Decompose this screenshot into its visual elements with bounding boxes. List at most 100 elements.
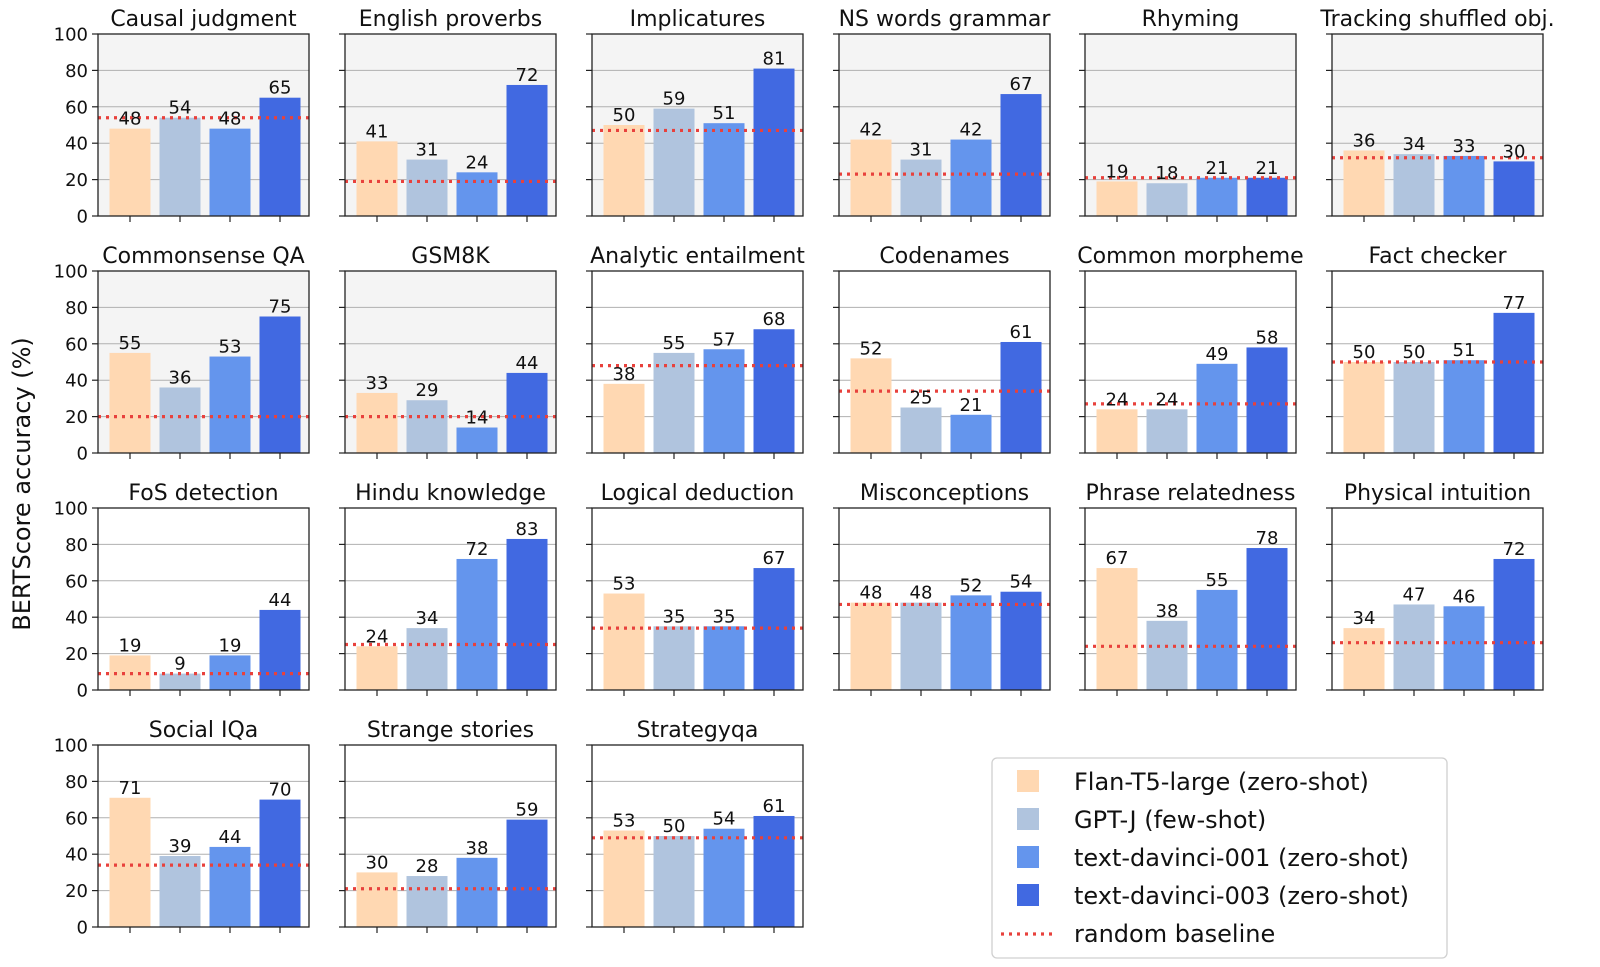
bar-value-label: 77 bbox=[1503, 293, 1526, 314]
panel: 67 38 55 78 Phrase relatedness bbox=[1079, 481, 1297, 696]
bar bbox=[159, 117, 201, 216]
y-tick-label: 60 bbox=[65, 808, 88, 829]
bar bbox=[406, 628, 448, 690]
legend-swatch bbox=[1017, 884, 1039, 906]
bar bbox=[506, 84, 548, 217]
panel: 50 59 51 81 Implicatures bbox=[586, 7, 804, 222]
panel-title: Analytic entailment bbox=[590, 244, 805, 269]
bar-value-label: 57 bbox=[713, 329, 736, 350]
bar-value-label: 75 bbox=[269, 297, 292, 318]
bar bbox=[109, 797, 151, 927]
bar-value-label: 55 bbox=[1206, 570, 1229, 591]
bar bbox=[406, 876, 448, 927]
panel-title: Tracking shuffled obj. bbox=[1319, 7, 1554, 32]
bar bbox=[506, 819, 548, 927]
legend-label: text-davinci-001 (zero-shot) bbox=[1074, 844, 1409, 872]
y-tick-label: 100 bbox=[54, 736, 88, 757]
bar bbox=[753, 68, 795, 216]
panel-frame bbox=[344, 507, 557, 691]
bar-value-label: 19 bbox=[219, 635, 242, 656]
bar-value-label: 38 bbox=[466, 838, 489, 859]
panel-title: Misconceptions bbox=[860, 481, 1029, 506]
panel-title: Causal judgment bbox=[110, 7, 297, 32]
bar bbox=[456, 172, 498, 216]
bar-value-label: 65 bbox=[269, 78, 292, 99]
bar bbox=[1246, 347, 1288, 453]
panel-grid: 48 54 48 65 0 20 40 60 80 100 Causal judgment 41 31 2… bbox=[54, 7, 1555, 939]
y-tick-label: 100 bbox=[54, 499, 88, 520]
panel: 55 36 53 75 0 20 40 60 80 100 Commonsense QA bbox=[54, 244, 310, 465]
legend-box bbox=[991, 757, 1448, 959]
panel-title: Phrase relatedness bbox=[1086, 481, 1296, 506]
legend-swatch bbox=[1017, 808, 1039, 830]
panel: 53 35 35 67 Logical deduction bbox=[586, 481, 804, 696]
bar bbox=[159, 387, 201, 453]
bar-value-label: 83 bbox=[516, 519, 539, 540]
bar bbox=[703, 123, 745, 216]
bar-value-label: 30 bbox=[366, 852, 389, 873]
panel-frame bbox=[1084, 507, 1297, 691]
bar-value-label: 51 bbox=[1453, 340, 1476, 361]
panel: 24 24 49 58 Common morpheme bbox=[1077, 244, 1304, 459]
panel-title: Fact checker bbox=[1368, 244, 1507, 269]
bar bbox=[356, 392, 398, 453]
bar-value-label: 21 bbox=[960, 395, 983, 416]
bar bbox=[603, 593, 645, 690]
bar-value-label: 19 bbox=[1106, 161, 1129, 182]
panel: 34 47 46 72 Physical intuition bbox=[1326, 481, 1544, 696]
bar-value-label: 21 bbox=[1206, 158, 1229, 179]
bar bbox=[209, 846, 251, 927]
bar-value-label: 44 bbox=[219, 827, 242, 848]
y-tick-label: 60 bbox=[65, 571, 88, 592]
panel-title: Strange stories bbox=[367, 718, 534, 743]
bar bbox=[456, 427, 498, 453]
bar-value-label: 71 bbox=[119, 778, 142, 799]
bar bbox=[1393, 362, 1435, 453]
bar bbox=[1343, 628, 1385, 690]
bar bbox=[456, 857, 498, 927]
bar bbox=[159, 856, 201, 927]
bar-value-label: 55 bbox=[119, 333, 142, 354]
bar bbox=[850, 602, 892, 690]
bar bbox=[603, 830, 645, 927]
bar bbox=[1443, 360, 1485, 453]
legend-label: text-davinci-003 (zero-shot) bbox=[1074, 882, 1409, 910]
panel-title: Commonsense QA bbox=[102, 244, 304, 269]
bar bbox=[1096, 181, 1138, 216]
bar-value-label: 35 bbox=[713, 606, 736, 627]
panel-title: Strategyqa bbox=[637, 718, 759, 743]
y-tick-label: 40 bbox=[65, 371, 88, 392]
y-tick-label: 20 bbox=[65, 644, 88, 665]
bar-value-label: 59 bbox=[516, 800, 539, 821]
bar bbox=[950, 595, 992, 690]
bar-value-label: 28 bbox=[416, 856, 439, 877]
bar-value-label: 36 bbox=[1353, 130, 1376, 151]
panel-title: English proverbs bbox=[359, 7, 542, 32]
panel-title: Physical intuition bbox=[1344, 481, 1531, 506]
panel: 52 25 21 61 Codenames bbox=[833, 244, 1051, 459]
panel-frame bbox=[344, 33, 557, 217]
bar-value-label: 54 bbox=[169, 98, 192, 119]
bar bbox=[850, 139, 892, 216]
bar-value-label: 42 bbox=[960, 120, 983, 141]
bar-value-label: 48 bbox=[910, 583, 933, 604]
panel-title: Implicatures bbox=[630, 7, 766, 32]
legend-label: random baseline bbox=[1074, 920, 1275, 948]
panel-frame bbox=[591, 744, 804, 928]
bar bbox=[850, 358, 892, 453]
bar-value-label: 54 bbox=[713, 809, 736, 830]
bar bbox=[603, 125, 645, 216]
bar-value-label: 55 bbox=[663, 333, 686, 354]
bar bbox=[356, 141, 398, 216]
bar bbox=[653, 626, 695, 690]
bar bbox=[259, 97, 301, 216]
y-tick-label: 40 bbox=[65, 134, 88, 155]
panel: 48 48 52 54 Misconceptions bbox=[833, 481, 1051, 696]
bar-value-label: 46 bbox=[1453, 586, 1476, 607]
panel-title: Social IQa bbox=[149, 718, 259, 743]
bar bbox=[1443, 155, 1485, 216]
y-tick-label: 100 bbox=[54, 262, 88, 283]
bar bbox=[109, 128, 151, 216]
bar-value-label: 53 bbox=[219, 337, 242, 358]
panel-frame bbox=[1084, 33, 1297, 217]
